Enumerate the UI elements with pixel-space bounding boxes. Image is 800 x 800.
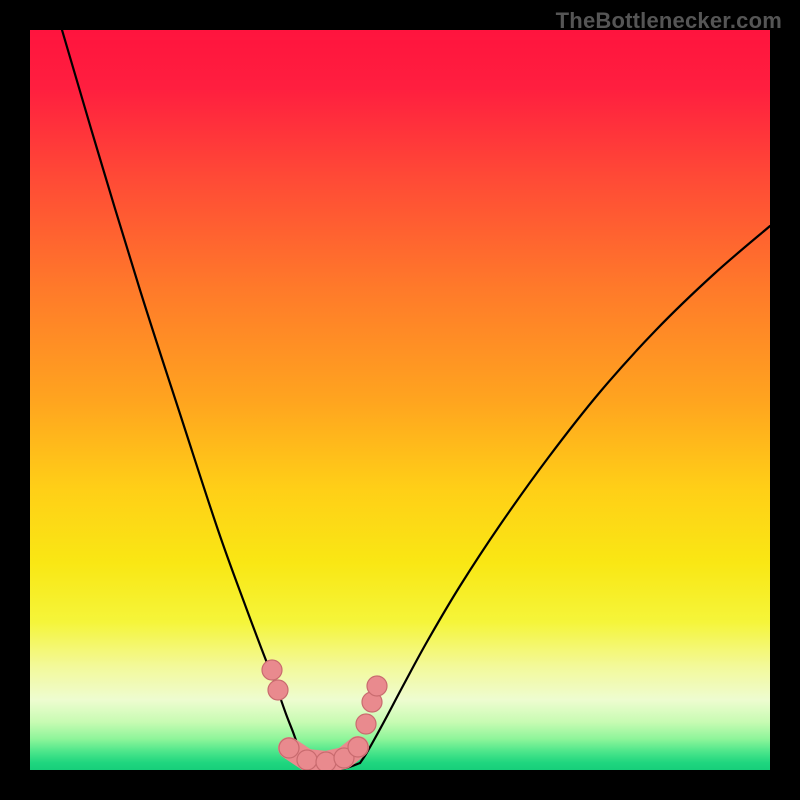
- marker-dot: [297, 750, 317, 770]
- marker-dot: [356, 714, 376, 734]
- marker-dot: [279, 738, 299, 758]
- marker-dot: [268, 680, 288, 700]
- chart-frame: TheBottlenecker.com: [0, 0, 800, 800]
- plot-area: [30, 30, 770, 770]
- marker-dot: [348, 737, 368, 757]
- marker-dot: [367, 676, 387, 696]
- marker-dot: [316, 752, 336, 770]
- marker-dot: [262, 660, 282, 680]
- attribution-label: TheBottlenecker.com: [556, 8, 782, 34]
- marker-series: [30, 30, 770, 770]
